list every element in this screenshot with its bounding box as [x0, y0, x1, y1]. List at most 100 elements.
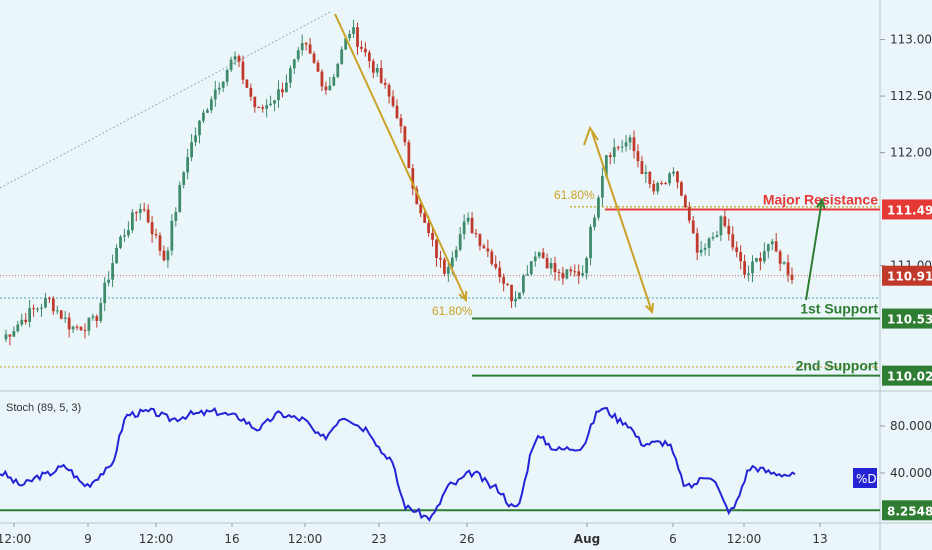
candle-body — [723, 216, 727, 226]
candle-body — [32, 308, 35, 310]
candle-body — [470, 217, 474, 234]
candle-body — [782, 262, 786, 264]
candle-body — [304, 43, 308, 45]
candle-body — [99, 303, 103, 321]
candle-body — [668, 173, 671, 184]
time-tick-label: Aug — [574, 532, 600, 546]
candle-body — [474, 233, 478, 235]
candle-body — [344, 38, 348, 50]
candle-body — [435, 239, 438, 259]
candle-body — [162, 250, 166, 261]
candle-body — [604, 155, 608, 176]
candle-body — [67, 317, 71, 330]
candle-body — [411, 168, 415, 189]
time-tick-label: 23 — [371, 532, 386, 546]
candle-body — [486, 248, 490, 252]
candle-body — [253, 96, 257, 108]
stoch-line — [0, 406, 796, 522]
candle-body — [138, 209, 142, 213]
candle-body — [281, 89, 284, 93]
candle-body — [217, 87, 221, 90]
fib-arrow — [591, 131, 653, 313]
candle-body — [691, 220, 695, 234]
candle-body — [237, 56, 241, 62]
level-price-badge — [882, 199, 932, 220]
candle-body — [328, 85, 332, 91]
candle-body — [703, 247, 707, 250]
stoch-tick-label: 40.0000 — [890, 466, 932, 480]
candle-body — [55, 310, 59, 312]
candle-body — [182, 172, 186, 185]
level-price-badge — [882, 365, 932, 386]
candle-body — [454, 249, 458, 258]
candle-body — [612, 147, 616, 157]
candle-body — [360, 46, 363, 49]
candle-body — [431, 232, 434, 240]
candle-body — [707, 238, 711, 248]
fib-wave-mark — [583, 125, 599, 146]
last-price-label: 110.911 — [887, 270, 932, 284]
candle-body — [759, 258, 762, 262]
level-price-label: 111.497 — [887, 203, 932, 217]
price-tick-label: 112.000 — [890, 146, 932, 160]
candle-body — [273, 100, 276, 104]
candle-body — [352, 27, 355, 34]
candle-body — [399, 118, 403, 127]
candle-body — [632, 137, 636, 152]
candle-body — [209, 99, 213, 111]
candle-body — [466, 217, 470, 222]
candle-body — [680, 182, 683, 196]
candle-body — [4, 334, 8, 340]
candle-body — [48, 297, 51, 299]
candle-body — [462, 221, 466, 235]
target-arrow — [805, 199, 823, 301]
candle-body — [134, 212, 138, 214]
candle-body — [514, 299, 517, 302]
candle-body — [601, 175, 604, 198]
candle-body — [170, 220, 174, 251]
candle-body — [439, 258, 442, 260]
candle-body — [225, 69, 229, 82]
time-tick-label: 6 — [669, 532, 677, 546]
candle-body — [506, 283, 509, 285]
candle-body — [739, 252, 743, 262]
candle-body — [127, 230, 130, 236]
candle-body — [597, 197, 600, 218]
stoch-level-label: 8.2548 — [887, 504, 932, 518]
candle-body — [194, 135, 197, 143]
candle-body — [545, 258, 549, 269]
fib-arrow-head — [645, 302, 655, 315]
candle-body — [407, 142, 411, 169]
candle-body — [75, 326, 79, 328]
candle-body — [28, 308, 32, 322]
level-name-label: 1st Support — [800, 301, 878, 317]
candle-body — [751, 261, 754, 274]
candle-body — [553, 263, 557, 272]
level-price-badge — [882, 308, 932, 329]
candle-body — [115, 247, 118, 264]
candle-body — [644, 172, 648, 174]
candle-body — [478, 234, 482, 246]
candle-body — [249, 87, 253, 97]
level-name-label: Major Resistance — [763, 191, 878, 207]
candle-body — [731, 234, 735, 248]
candle-body — [24, 319, 28, 322]
candle-body — [774, 241, 778, 252]
candle-body — [190, 142, 193, 158]
candle-body — [561, 272, 565, 279]
target-arrow-head — [816, 197, 826, 209]
candle-body — [186, 157, 190, 173]
candle-body — [446, 266, 450, 274]
candle-body — [142, 209, 146, 211]
candle-body — [525, 274, 529, 276]
candle-body — [518, 292, 521, 300]
candle-body — [790, 274, 794, 280]
candle-body — [762, 251, 766, 262]
fib-arrow — [334, 13, 467, 301]
stoch-level-badge — [882, 500, 932, 521]
candle-body — [257, 107, 261, 109]
candle-body — [770, 241, 774, 245]
candle-body — [150, 222, 154, 235]
candle-body — [482, 245, 486, 249]
candle-body — [569, 269, 573, 272]
